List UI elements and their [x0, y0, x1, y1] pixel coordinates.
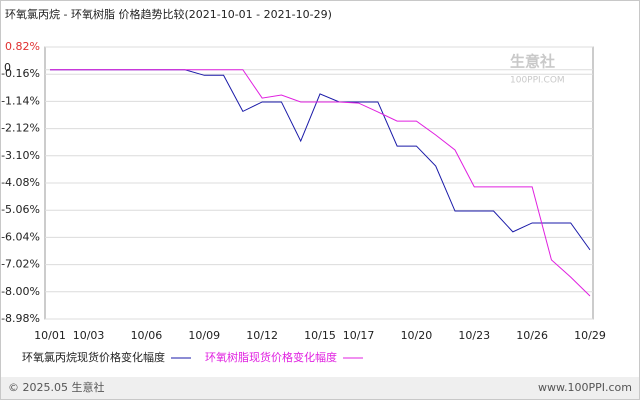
y-tick-label: -4.08%: [1, 176, 40, 189]
y-tick-label: 0.82%: [5, 40, 40, 53]
x-tick-label: 10/15: [304, 329, 336, 342]
x-tick-label: 10/23: [458, 329, 490, 342]
chart-title: 环氧氯丙烷 - 环氧树脂 价格趋势比较(2021-10-01 - 2021-10…: [5, 7, 332, 21]
x-tick-label: 10/20: [401, 329, 433, 342]
watermark: 生意社: [510, 53, 555, 71]
x-tick-label: 10/09: [188, 329, 220, 342]
y-tick-label: -1.14%: [1, 94, 40, 107]
legend-label: 环氧树脂现货价格变化幅度: [205, 350, 337, 364]
x-tick-label: 10/01: [34, 329, 66, 342]
y-tick-label: -8.00%: [1, 285, 40, 298]
watermark: 100PPI.COM: [510, 76, 565, 86]
x-tick-label: 10/26: [516, 329, 548, 342]
footer-bar: [1, 377, 639, 399]
x-tick-label: 10/06: [131, 329, 163, 342]
footer-left: © 2025.05 生意社: [8, 380, 104, 394]
x-tick-label: 10/03: [73, 329, 105, 342]
footer-right: www.100PPI.com: [538, 381, 632, 394]
y-tick-label: -2.12%: [1, 122, 40, 135]
x-tick-label: 10/12: [246, 329, 278, 342]
y-tick-label: -8.98%: [1, 312, 40, 325]
y-tick-label: -5.06%: [1, 203, 40, 216]
y-tick-label: -3.10%: [1, 149, 40, 162]
x-tick-label: 10/29: [574, 329, 606, 342]
series-line: [50, 69, 591, 297]
x-tick-label: 10/17: [343, 329, 375, 342]
legend-label: 环氧氯丙烷现货价格变化幅度: [22, 350, 165, 364]
y-tick-label: 0: [4, 61, 11, 74]
y-tick-label: -6.04%: [1, 230, 40, 243]
y-tick-label: -0.16%: [1, 67, 40, 80]
y-tick-label: -7.02%: [1, 258, 40, 271]
